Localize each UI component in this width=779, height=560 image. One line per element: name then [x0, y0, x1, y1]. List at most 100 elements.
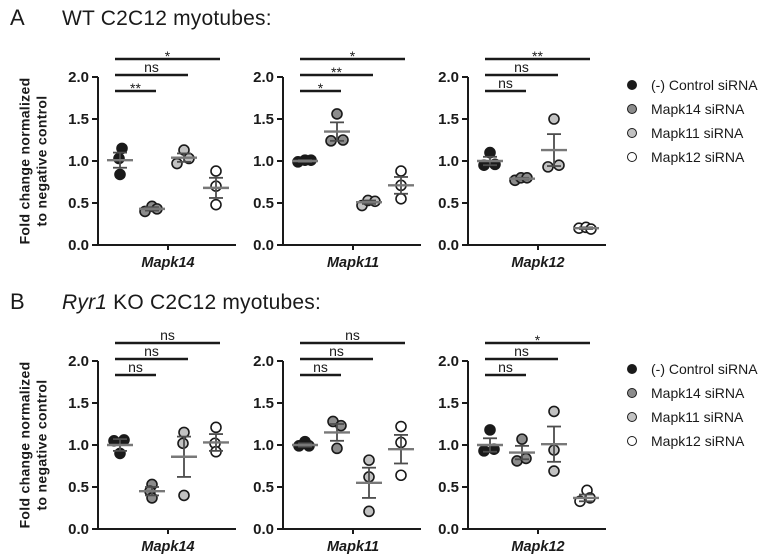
- x-axis-label: Mapk14: [141, 539, 194, 555]
- y-axis-label-column: Fold change normalized to negative contr…: [8, 317, 58, 559]
- significance-label: ns: [345, 327, 360, 343]
- significance-label: ns: [514, 59, 529, 75]
- y-axis-label: Fold change normalized to negative contr…: [16, 361, 49, 529]
- legend-item: (-) Control siRNA: [627, 357, 758, 381]
- y-tick-label: 0.0: [68, 521, 89, 538]
- y-tick-label: 2.0: [253, 353, 274, 370]
- panel-a-title: WT C2C12 myotubes:: [62, 7, 272, 30]
- significance-label: *: [535, 332, 541, 348]
- data-point: [363, 454, 375, 466]
- data-point: [114, 168, 126, 181]
- x-axis-label: Mapk11: [327, 539, 379, 555]
- legend-panel-a: (-) Control siRNA Mapk14 siRNA Mapk11 si…: [627, 73, 758, 169]
- significance-label: *: [318, 80, 324, 96]
- legend-item: Mapk12 siRNA: [627, 145, 758, 169]
- significance-label: ns: [144, 59, 159, 75]
- data-point: [178, 489, 190, 502]
- significance-label: ns: [498, 359, 513, 375]
- data-point: [548, 465, 560, 477]
- data-point: [516, 433, 528, 445]
- data-point: [171, 157, 183, 170]
- x-axis-label: Mapk14: [141, 255, 194, 271]
- y-tick-label: 0.5: [438, 195, 459, 212]
- y-tick-label: 2.0: [68, 69, 89, 86]
- significance-label: ns: [144, 343, 159, 359]
- panel-b: B Ryr1 KO C2C12 myotubes: Fold change no…: [0, 275, 779, 559]
- mapk12-sirna-marker-icon: [627, 152, 637, 162]
- data-point: [210, 165, 222, 177]
- panel-a: A WT C2C12 myotubes: Fold change normali…: [0, 0, 779, 275]
- legend-item: Mapk14 siRNA: [627, 97, 758, 121]
- data-point: [395, 165, 407, 177]
- mapk14-sirna-marker-icon: [627, 388, 637, 398]
- panel-a-label: A: [10, 5, 25, 30]
- significance-label: **: [331, 64, 342, 80]
- significance-label: ns: [514, 343, 529, 359]
- legend-item: Mapk14 siRNA: [627, 381, 758, 405]
- control-sirna-marker-icon: [627, 80, 637, 90]
- data-point: [210, 421, 222, 434]
- y-axis-label: Fold change normalized to negative contr…: [16, 77, 49, 245]
- significance-label: ns: [160, 327, 175, 343]
- mapk12-sirna-marker-icon: [627, 436, 637, 446]
- significance-label: *: [350, 48, 356, 64]
- y-tick-label: 0.0: [253, 237, 274, 254]
- y-tick-label: 1.5: [68, 395, 89, 412]
- significance-label: ns: [313, 359, 328, 375]
- significance-label: ns: [498, 75, 513, 91]
- data-point: [331, 108, 343, 120]
- y-tick-label: 0.5: [253, 195, 274, 212]
- mapk11-sirna-marker-icon: [627, 412, 637, 422]
- significance-label: **: [130, 80, 141, 96]
- y-tick-label: 1.0: [253, 437, 274, 454]
- data-point: [363, 505, 375, 518]
- data-point: [331, 442, 343, 455]
- panel-b-header: B Ryr1 KO C2C12 myotubes:: [10, 289, 779, 317]
- y-tick-label: 1.5: [253, 111, 274, 128]
- significance-label: *: [165, 48, 171, 64]
- legend-item: Mapk11 siRNA: [627, 405, 758, 429]
- panel-a-plots-row: Fold change normalized to negative contr…: [8, 33, 779, 275]
- mapk14-sirna-marker-icon: [627, 104, 637, 114]
- data-point: [484, 424, 496, 436]
- scatter-plot-wt-mapk14: 2.0 1.5 1.0 0.5 0.0 Mapk14 **ns *: [68, 48, 236, 271]
- legend-panel-b: (-) Control siRNA Mapk14 siRNA Mapk11 si…: [627, 357, 758, 453]
- data-point: [113, 152, 125, 165]
- legend-item: Mapk12 siRNA: [627, 429, 758, 453]
- data-point: [210, 198, 222, 211]
- data-point: [548, 405, 560, 418]
- x-axis-label: Mapk11: [327, 255, 379, 271]
- y-tick-label: 0.0: [68, 237, 89, 254]
- y-tick-label: 2.0: [68, 353, 89, 370]
- y-tick-label: 0.5: [253, 479, 274, 496]
- legend-item: Mapk11 siRNA: [627, 121, 758, 145]
- panel-a-header: A WT C2C12 myotubes:: [10, 5, 779, 33]
- y-tick-label: 1.5: [68, 111, 89, 128]
- significance-label: **: [532, 48, 543, 64]
- mapk11-sirna-marker-icon: [627, 128, 637, 138]
- panel-b-label: B: [10, 289, 25, 314]
- y-tick-label: 1.0: [68, 437, 89, 454]
- y-tick-label: 1.0: [438, 153, 459, 170]
- y-tick-label: 0.0: [438, 237, 459, 254]
- x-axis-label: Mapk12: [511, 255, 564, 271]
- legend-item: (-) Control siRNA: [627, 73, 758, 97]
- y-tick-label: 0.5: [68, 195, 89, 212]
- data-point: [395, 193, 407, 205]
- y-tick-label: 2.0: [438, 353, 459, 370]
- significance-label: ns: [128, 359, 143, 375]
- data-point: [177, 437, 189, 450]
- y-tick-label: 1.5: [253, 395, 274, 412]
- panel-b-plots-row: Fold change normalized to negative contr…: [8, 317, 779, 559]
- data-point: [395, 420, 407, 433]
- y-tick-label: 0.5: [438, 479, 459, 496]
- y-tick-label: 1.5: [438, 111, 459, 128]
- panel-b-title: Ryr1 KO C2C12 myotubes:: [62, 291, 322, 314]
- y-tick-label: 0.0: [438, 521, 459, 538]
- y-axis-label-column: Fold change normalized to negative contr…: [8, 33, 58, 275]
